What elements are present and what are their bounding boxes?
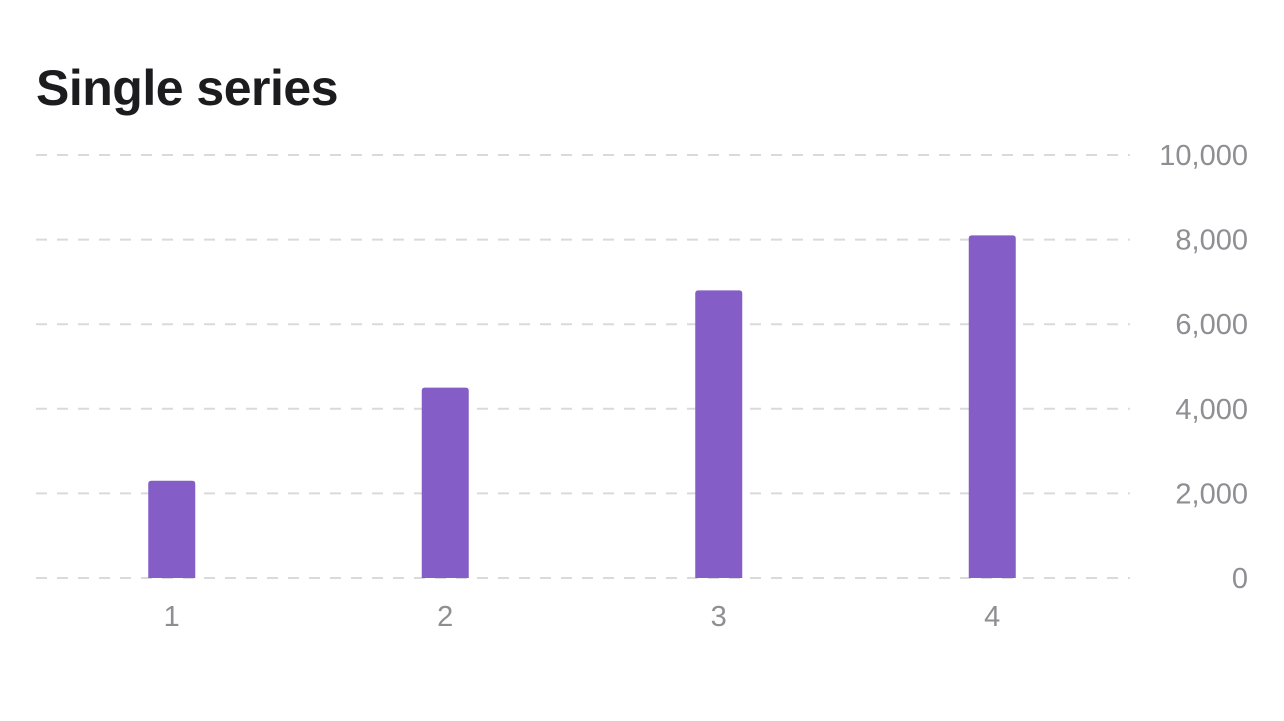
bar-2 — [421, 387, 469, 578]
chart-title: Single series — [36, 60, 339, 116]
y-tick-label: 6,000 — [1175, 309, 1248, 341]
x-tick-label: 4 — [984, 601, 1000, 633]
y-tick-label: 2,000 — [1175, 478, 1248, 510]
y-tick-label: 4,000 — [1175, 394, 1248, 426]
bar-series — [148, 235, 1016, 578]
y-tick-label: 10,000 — [1159, 140, 1248, 172]
y-axis-ticks: 0 2,000 4,000 6,000 8,000 10,000 — [1159, 140, 1248, 595]
y-tick-label: 0 — [1232, 563, 1248, 595]
bar-1 — [148, 480, 196, 578]
x-tick-label: 1 — [164, 601, 180, 633]
bar-4 — [968, 235, 1016, 578]
x-tick-label: 2 — [437, 601, 453, 633]
x-tick-label: 3 — [711, 601, 727, 633]
grid-lines — [36, 154, 1130, 579]
x-axis-ticks: 1 2 3 4 — [164, 601, 1001, 633]
bar-3 — [695, 290, 743, 578]
y-tick-label: 8,000 — [1175, 225, 1248, 257]
